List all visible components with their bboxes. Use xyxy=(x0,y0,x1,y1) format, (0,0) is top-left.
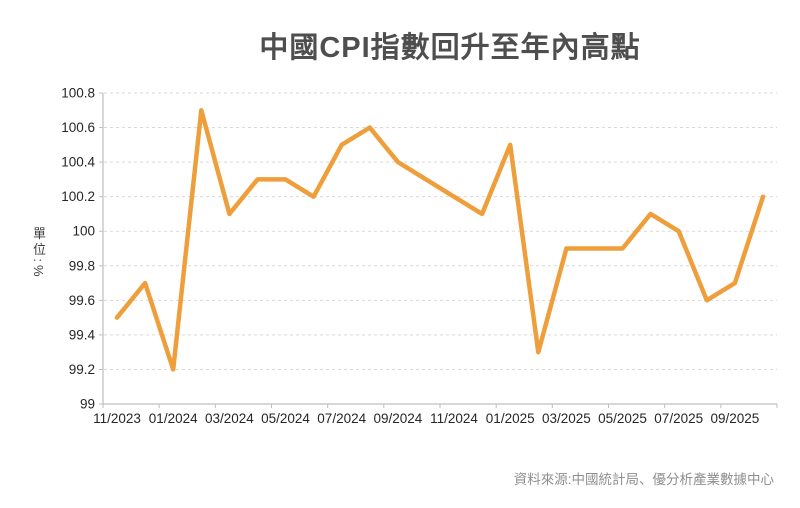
x-tick-label: 09/2024 xyxy=(373,411,422,426)
cpi-line-series xyxy=(114,108,766,372)
y-tick-label: 99.2 xyxy=(69,362,95,377)
x-tick-label: 07/2025 xyxy=(654,411,703,426)
x-tick-label: 01/2024 xyxy=(149,411,198,426)
y-tick-label: 100.8 xyxy=(61,86,95,101)
x-tick-label: 03/2025 xyxy=(542,411,591,426)
y-tick-label: 100.4 xyxy=(61,155,95,170)
x-tick-label: 11/2023 xyxy=(93,411,141,426)
y-tick-label: 99.6 xyxy=(69,293,95,308)
y-tick-label: 99 xyxy=(80,397,95,412)
x-tick-label: 11/2024 xyxy=(430,411,478,426)
x-tick-label: 05/2024 xyxy=(261,411,310,426)
y-tick-label: 99.8 xyxy=(69,258,95,273)
x-tick-label: 01/2025 xyxy=(486,411,535,426)
x-tick-label: 05/2025 xyxy=(598,411,647,426)
y-tick-label: 100.6 xyxy=(61,120,95,135)
source-note: 資料來源:中國統計局、優分析產業數據中心 xyxy=(513,472,774,487)
y-tick-label: 100.2 xyxy=(61,189,95,204)
x-tick-label: 07/2024 xyxy=(317,411,366,426)
chart-title: 中國CPI指數回升至年內高點 xyxy=(259,32,641,64)
y-tick-label: 99.4 xyxy=(69,327,96,342)
x-tick-label: 09/2025 xyxy=(710,411,759,426)
x-tick-label: 03/2024 xyxy=(205,411,254,426)
y-tick-label: 100 xyxy=(72,224,95,239)
y-axis-title: 單位:% xyxy=(31,226,46,280)
